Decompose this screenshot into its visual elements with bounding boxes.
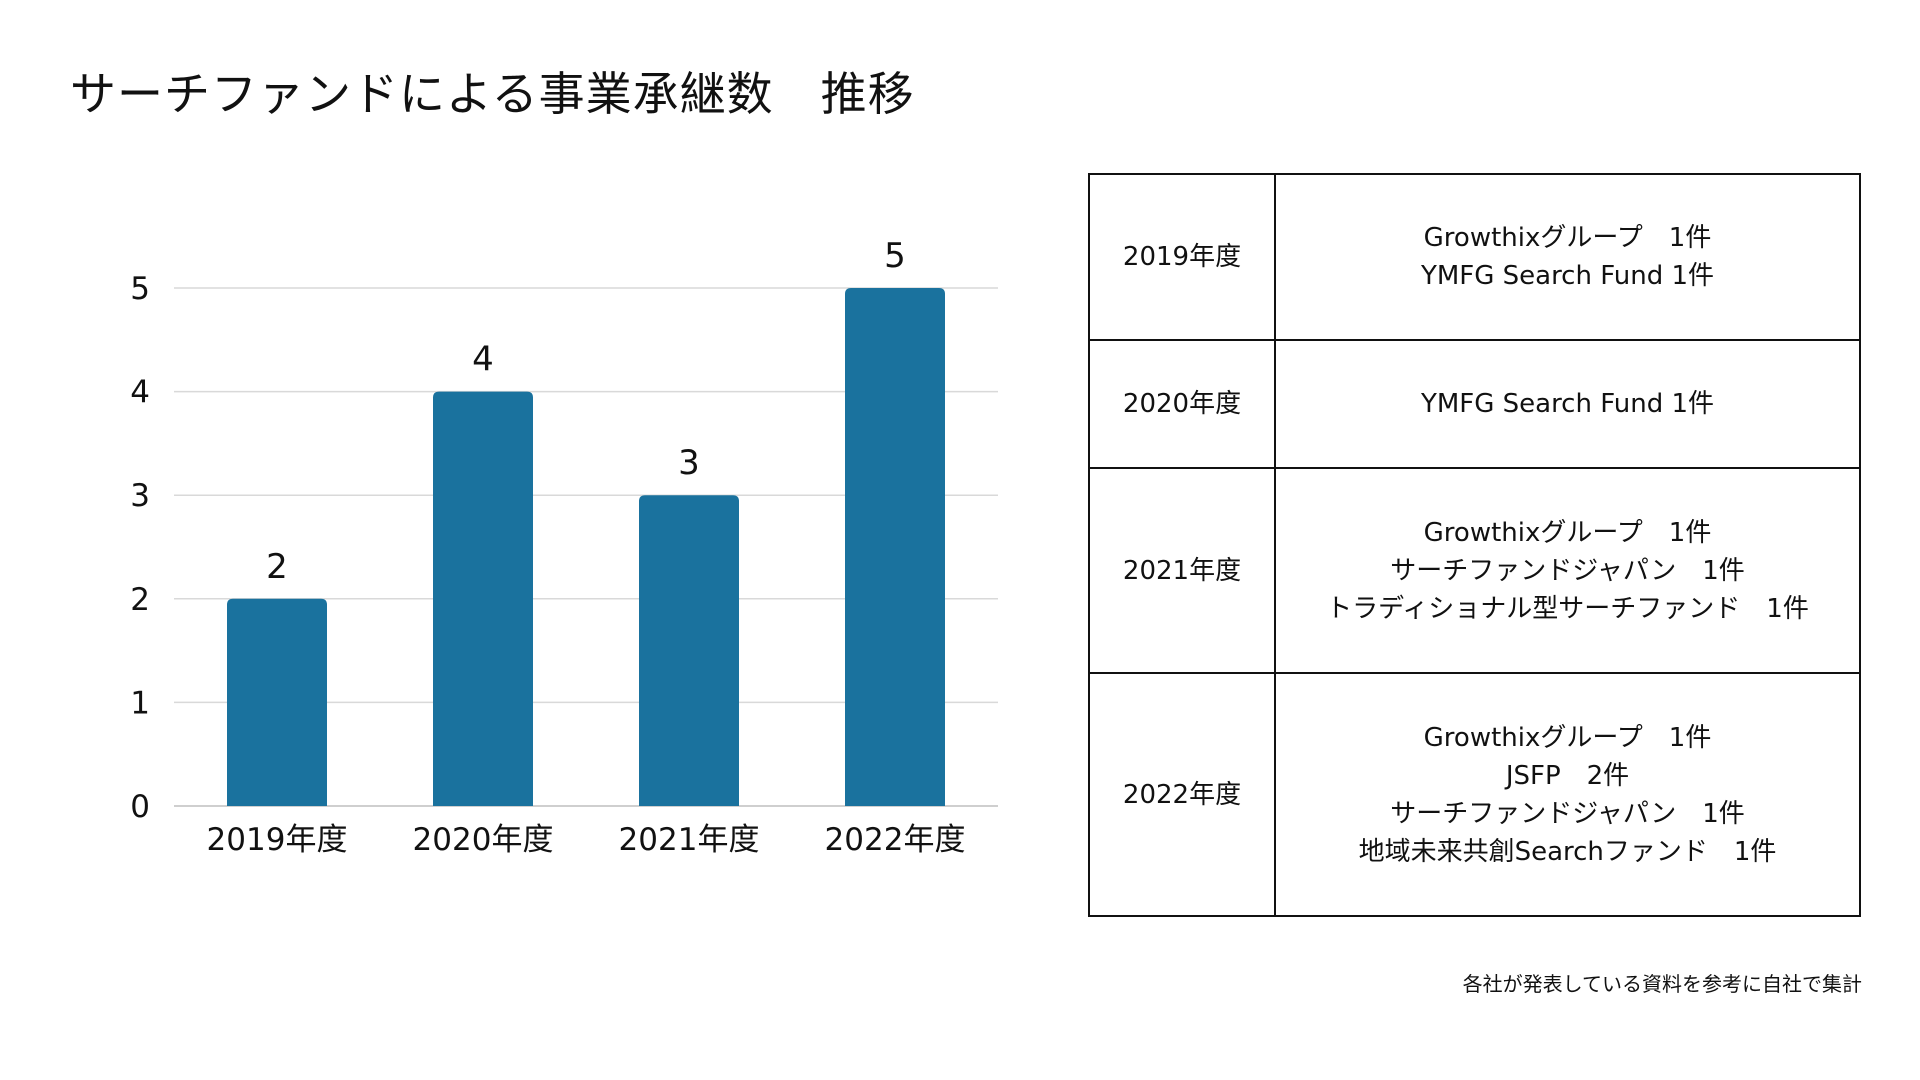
page-title: サーチファンドによる事業承継数 推移 — [70, 67, 915, 121]
year-cell: 2022年度 — [1088, 672, 1276, 917]
acquisitions-table: 2019年度 Growthixグループ 1件 YMFG Search Fund … — [1088, 173, 1861, 917]
bar-data-label: 5 — [884, 236, 906, 276]
bar-data-label: 4 — [472, 340, 494, 380]
table-row: 2022年度 Growthixグループ 1件 JSFP 2件 サーチファンドジャ… — [1088, 672, 1861, 917]
x-tick-label: 2021年度 — [619, 822, 760, 858]
source-footnote: 各社が発表している資料を参考に自社で集計 — [1462, 972, 1862, 996]
year-cell: 2021年度 — [1088, 467, 1276, 674]
entry-line: Growthixグループ 1件 — [1423, 223, 1712, 253]
y-tick-label: 3 — [130, 478, 150, 514]
bar-data-label: 2 — [266, 547, 288, 587]
x-tick-label: 2020年度 — [413, 822, 554, 858]
entry-line: サーチファンドジャパン 1件 — [1390, 555, 1745, 586]
entry-line: 地域未来共創Searchファンド 1件 — [1358, 836, 1777, 867]
y-tick-label: 1 — [130, 685, 150, 721]
table-row: 2020年度 YMFG Search Fund 1件 — [1088, 339, 1861, 469]
bar — [845, 288, 945, 806]
entry-line: サーチファンドジャパン 1件 — [1390, 798, 1745, 829]
y-tick-label: 2 — [130, 582, 150, 618]
entries-cell: YMFG Search Fund 1件 — [1274, 339, 1861, 469]
bar — [639, 495, 739, 806]
bar-chart: 0 1 2 3 4 5 2 2019年度 4 2020年度 3 2021年度 5 2022年度 — [130, 236, 998, 858]
table-row: 2021年度 Growthixグループ 1件 サーチファンドジャパン 1件 トラ… — [1088, 467, 1861, 674]
year-cell: 2020年度 — [1088, 339, 1276, 469]
bar-data-label: 3 — [678, 443, 700, 483]
entries-cell: Growthixグループ 1件 サーチファンドジャパン 1件 トラディショナル型… — [1274, 467, 1861, 674]
entries-cell: Growthixグループ 1件 YMFG Search Fund 1件 — [1274, 173, 1861, 341]
y-tick-label: 4 — [130, 375, 150, 411]
x-tick-label: 2019年度 — [207, 822, 348, 858]
year-cell: 2019年度 — [1088, 173, 1276, 341]
entry-line: YMFG Search Fund 1件 — [1420, 389, 1715, 419]
entries-cell: Growthixグループ 1件 JSFP 2件 サーチファンドジャパン 1件 地… — [1274, 672, 1861, 917]
entry-line: YMFG Search Fund 1件 — [1420, 261, 1715, 291]
bar — [433, 391, 533, 806]
entry-line: トラディショナル型サーチファンド 1件 — [1326, 593, 1809, 624]
y-tick-label: 5 — [130, 271, 150, 307]
x-tick-label: 2022年度 — [825, 822, 966, 858]
entry-line: Growthixグループ 1件 — [1423, 722, 1712, 753]
bar — [227, 598, 327, 806]
y-tick-label: 0 — [130, 789, 150, 825]
entry-line: JSFP 2件 — [1505, 760, 1630, 791]
table-row: 2019年度 Growthixグループ 1件 YMFG Search Fund … — [1088, 173, 1861, 341]
entry-line: Growthixグループ 1件 — [1423, 517, 1712, 548]
